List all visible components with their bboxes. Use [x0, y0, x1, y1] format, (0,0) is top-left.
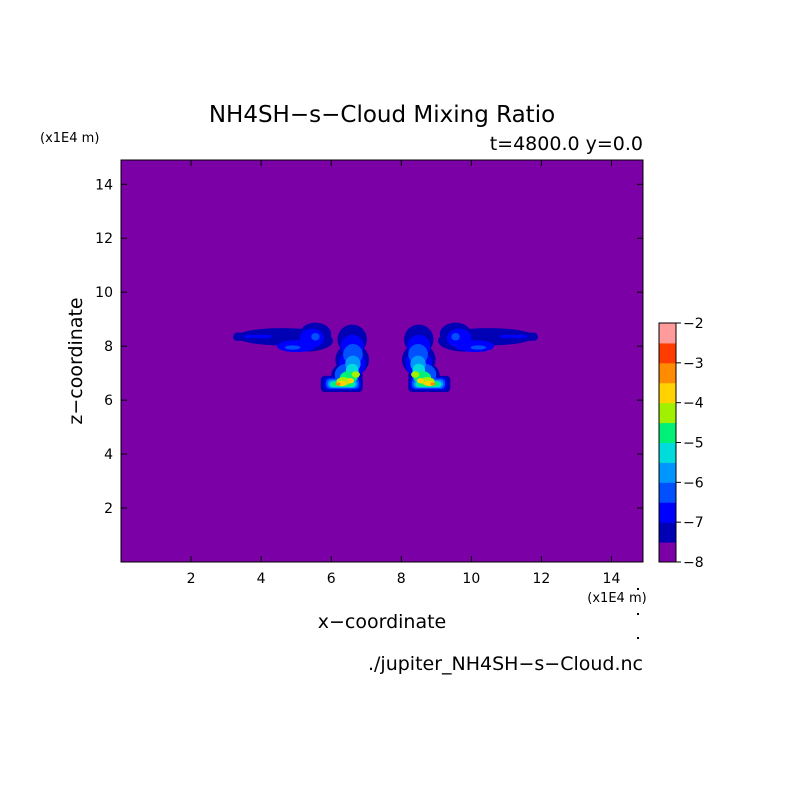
- cloud-contour: [499, 334, 528, 339]
- plot-frame: [120, 159, 644, 563]
- filename-label: ./jupiter_NH4SH−s−Cloud.nc: [368, 653, 643, 675]
- cloud-contour: [411, 371, 420, 378]
- y-axis: 2 4 6 8 10 12 14: [95, 177, 643, 517]
- colorbar: −2 −3 −4 −5 −6 −7 −8: [658, 316, 704, 571]
- cloud-contours: [233, 322, 538, 393]
- cloud-contour: [243, 334, 272, 339]
- cloud-contour: [430, 382, 436, 386]
- y-tick-label: 8: [104, 339, 113, 355]
- colorbar-segment: [659, 342, 676, 364]
- x-tick-label: 2: [187, 571, 196, 587]
- cloud-contour: [417, 377, 425, 384]
- x-unit-label: (x1E4 m): [587, 591, 646, 606]
- corner-markers: [637, 588, 639, 639]
- cloud-contour: [451, 332, 460, 341]
- cloud-contour: [470, 345, 487, 350]
- x-tick-label: 14: [603, 571, 621, 587]
- x-tick-label: 10: [462, 571, 480, 587]
- cloud-contour: [311, 332, 320, 341]
- colorbar-segment: [659, 422, 676, 443]
- colorbar-segment: [659, 323, 676, 344]
- y-tick-label: 14: [95, 177, 113, 193]
- cloud-contour: [335, 382, 341, 386]
- colorbar-segment: [659, 482, 676, 503]
- colorbar-segment: [659, 542, 676, 563]
- colorbar-tick-label: −2: [683, 316, 704, 332]
- colorbar-segment: [659, 362, 676, 384]
- colorbar-tick-label: −7: [683, 515, 704, 531]
- plot-background: [121, 160, 643, 562]
- cloud-contour: [351, 371, 360, 378]
- colorbar-segment: [659, 462, 676, 483]
- colorbar-segment: [659, 402, 676, 424]
- colorbar-tick-label: −4: [683, 396, 704, 412]
- colorbar-segment: [659, 382, 676, 404]
- colorbar-segment: [659, 442, 676, 463]
- x-tick-label: 12: [532, 571, 550, 587]
- cloud-contour: [346, 377, 354, 384]
- chart-subtitle: t=4800.0 y=0.0: [490, 133, 643, 155]
- colorbar-tick-label: −5: [683, 436, 704, 452]
- y-tick-label: 10: [95, 285, 113, 301]
- x-axis: 2 4 6 8 10 12 14: [187, 160, 621, 587]
- y-tick-label: 2: [104, 501, 113, 517]
- y-tick-label: 6: [104, 393, 113, 409]
- cloud-contour: [284, 345, 301, 350]
- x-tick-label: 6: [327, 571, 336, 587]
- chart-title: NH4SH−s−Cloud Mixing Ratio: [209, 102, 555, 128]
- x-tick-label: 8: [397, 571, 406, 587]
- colorbar-segment: [659, 502, 676, 523]
- x-tick-label: 4: [257, 571, 266, 587]
- colorbar-tick-label: −6: [683, 475, 704, 491]
- colorbar-tick-label: −3: [683, 356, 704, 372]
- y-tick-label: 12: [95, 231, 113, 247]
- y-unit-label: (x1E4 m): [40, 131, 99, 146]
- y-tick-label: 4: [104, 447, 113, 463]
- colorbar-tick-label: −8: [683, 555, 704, 571]
- colorbar-segment: [659, 522, 676, 543]
- x-axis-label: x−coordinate: [318, 611, 447, 633]
- plot-area: 2 4 6 8 10 12 14 2 4 6 8 10 12 14: [95, 159, 644, 587]
- y-axis-label: z−coordinate: [65, 297, 87, 424]
